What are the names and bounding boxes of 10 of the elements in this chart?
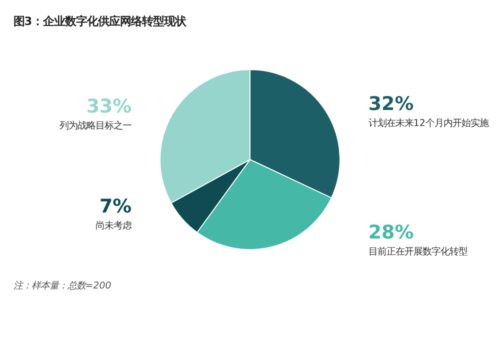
slice-label: 计划在未来12个月内开始实施 <box>368 118 488 130</box>
slice-label: 尚未考虑 <box>96 220 132 232</box>
chart-title: 图3：企业数字化供应网络转型现状 <box>13 14 188 28</box>
slice-label: 目前正在开展数字化转型 <box>368 246 468 258</box>
data-label: 33% <box>86 95 132 118</box>
data-label: 28% <box>368 222 414 244</box>
slice-label: 列为战略目标之一 <box>60 120 132 132</box>
data-label: 32% <box>368 92 414 115</box>
text: 注：样本量：总数=200 <box>13 280 112 292</box>
data-label: 7% <box>100 195 132 218</box>
